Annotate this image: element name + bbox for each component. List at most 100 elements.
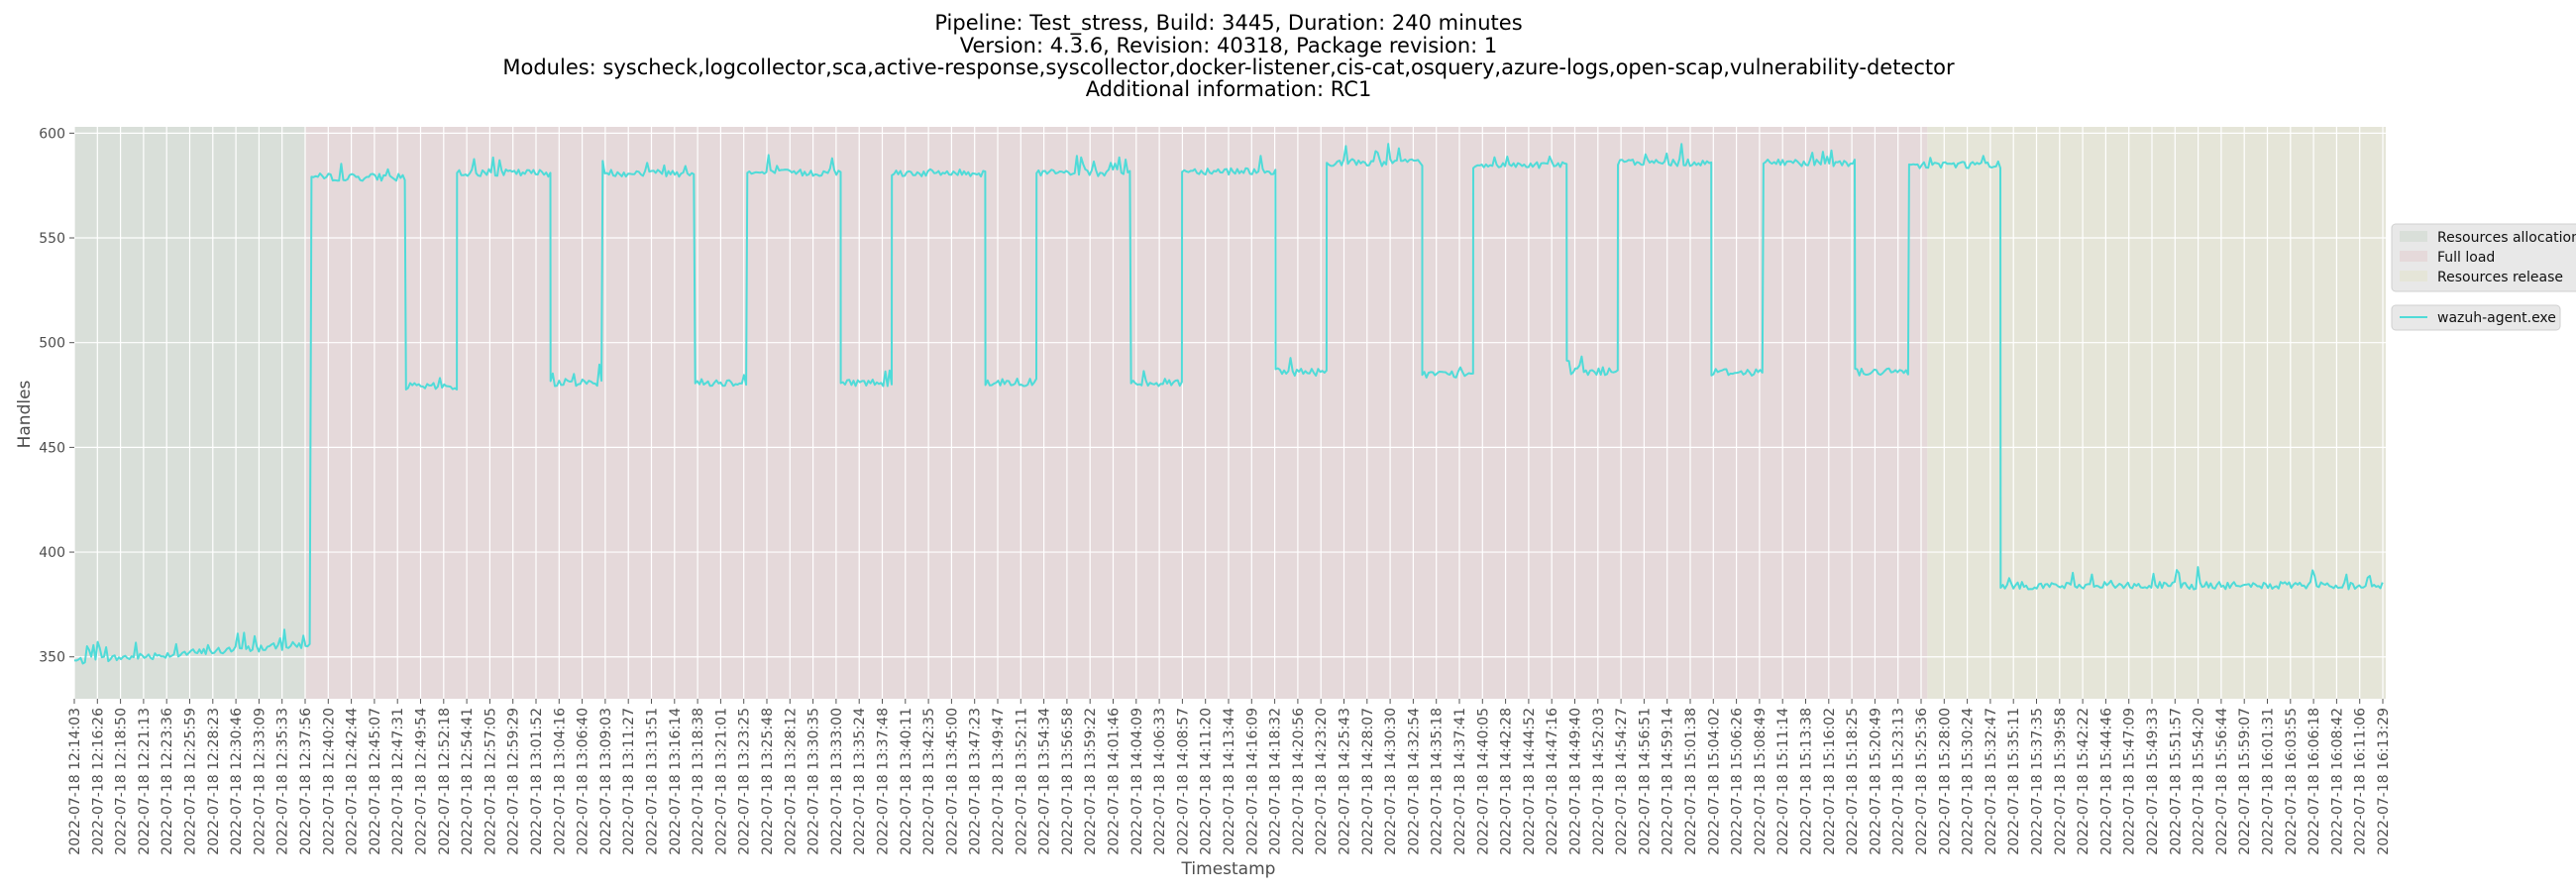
legend-label-release: Resources release	[2437, 270, 2563, 285]
x-tick-label: 2022-07-18 15:08:49	[1753, 708, 1769, 855]
x-tick-label: 2022-07-18 15:28:00	[1937, 708, 1953, 855]
title-line-1: Pipeline: Test_stress, Build: 3445, Dura…	[934, 11, 1522, 36]
x-tick-label: 2022-07-18 13:18:38	[691, 708, 706, 855]
y-tick-label: 600	[39, 126, 65, 142]
x-tick-label: 2022-07-18 14:47:16	[1545, 708, 1560, 855]
x-tick-label: 2022-07-18 13:01:52	[529, 708, 545, 855]
x-tick-label: 2022-07-18 13:09:03	[598, 708, 614, 855]
x-tick-label: 2022-07-18 13:40:11	[899, 708, 914, 855]
x-tick-label: 2022-07-18 16:08:42	[2329, 708, 2345, 855]
x-tick-label: 2022-07-18 13:35:24	[852, 708, 868, 855]
x-tick-label: 2022-07-18 13:47:23	[968, 708, 984, 855]
x-tick-label: 2022-07-18 12:57:05	[483, 708, 498, 855]
title-line-2: Version: 4.3.6, Revision: 40318, Package…	[960, 34, 1498, 57]
x-tick-label: 2022-07-18 13:11:27	[621, 708, 637, 855]
x-tick-label: 2022-07-18 15:44:46	[2098, 708, 2114, 855]
x-tick-label: 2022-07-18 14:28:07	[1360, 708, 1376, 855]
x-tick-label: 2022-07-18 14:18:32	[1268, 708, 1284, 855]
chart-title: Pipeline: Test_stress, Build: 3445, Dura…	[502, 11, 1955, 101]
x-tick-label: 2022-07-18 13:13:51	[645, 708, 661, 855]
x-tick-label: 2022-07-18 13:42:35	[921, 708, 937, 855]
x-tick-label: 2022-07-18 14:49:40	[1568, 708, 1584, 855]
x-tick-label: 2022-07-18 13:33:00	[829, 708, 845, 855]
y-tick-label: 400	[39, 545, 65, 561]
x-tick-label: 2022-07-18 14:16:09	[1244, 708, 1260, 855]
x-tick-label: 2022-07-18 13:28:12	[783, 708, 799, 855]
legend-label-full-load: Full load	[2437, 250, 2495, 266]
x-tick-label: 2022-07-18 13:56:58	[1060, 708, 1076, 855]
x-tick-label: 2022-07-18 12:37:56	[298, 708, 314, 855]
x-tick-label: 2022-07-18 14:44:52	[1522, 708, 1538, 855]
x-tick-label: 2022-07-18 13:23:25	[737, 708, 753, 855]
x-tick-label: 2022-07-18 14:13:44	[1222, 708, 1237, 855]
y-tick-label: 350	[39, 650, 65, 666]
x-tick-label: 2022-07-18 15:47:09	[2122, 708, 2138, 855]
x-tick-label: 2022-07-18 14:30:30	[1383, 708, 1399, 855]
x-tick-label: 2022-07-18 12:47:31	[390, 708, 406, 855]
x-tick-label: 2022-07-18 15:59:07	[2237, 708, 2253, 855]
x-tick-label: 2022-07-18 14:06:33	[1152, 708, 1168, 855]
x-tick-label: 2022-07-18 14:54:27	[1614, 708, 1630, 855]
x-tick-label: 2022-07-18 12:28:23	[206, 708, 222, 855]
phase-regions	[74, 127, 2386, 699]
x-tick-label: 2022-07-18 12:30:46	[229, 708, 245, 855]
x-tick-label: 2022-07-18 12:21:13	[137, 708, 153, 855]
x-tick-label: 2022-07-18 14:59:14	[1661, 708, 1676, 855]
x-tick-label: 2022-07-18 12:54:41	[460, 708, 476, 855]
x-tick-label: 2022-07-18 16:06:18	[2307, 708, 2322, 855]
x-tick-label: 2022-07-18 13:45:00	[944, 708, 960, 855]
legend-phases: Resources allocation Full load Resources…	[2391, 223, 2576, 292]
x-tick-label: 2022-07-18 14:56:51	[1637, 708, 1653, 855]
legend-swatch-full-load	[2400, 251, 2427, 262]
y-axis-label: Handles	[15, 380, 35, 448]
x-tick-label: 2022-07-18 15:37:35	[2030, 708, 2046, 855]
x-tick-label: 2022-07-18 15:16:02	[1822, 708, 1838, 855]
x-tick-label: 2022-07-18 14:35:18	[1430, 708, 1446, 855]
x-tick-label: 2022-07-18 14:08:57	[1175, 708, 1191, 855]
phase-region-full-load	[304, 127, 1928, 699]
x-tick-label: 2022-07-18 13:59:22	[1083, 708, 1099, 855]
series-layer	[73, 143, 2384, 665]
x-tick-label: 2022-07-18 14:25:43	[1338, 708, 1353, 855]
y-tick-label: 500	[39, 336, 65, 352]
x-tick-label: 2022-07-18 15:20:49	[1868, 708, 1883, 855]
x-tick-label: 2022-07-18 15:04:02	[1706, 708, 1722, 855]
x-tick-label: 2022-07-18 15:56:44	[2214, 708, 2230, 855]
x-tick-label: 2022-07-18 14:32:54	[1406, 708, 1422, 855]
phase-region-resources-release	[1927, 127, 2386, 699]
x-tick-label: 2022-07-18 13:06:40	[576, 708, 591, 855]
x-tick-label: 2022-07-18 12:16:26	[90, 708, 106, 855]
x-tick-label: 2022-07-18 15:01:38	[1683, 708, 1699, 855]
legend-swatch-release	[2400, 271, 2427, 281]
x-tick-label: 2022-07-18 15:13:38	[1799, 708, 1815, 855]
title-line-4: Additional information: RC1	[1086, 77, 1372, 101]
y-tick-label: 550	[39, 231, 65, 247]
x-tick-label: 2022-07-18 15:49:33	[2145, 708, 2161, 855]
legend-label-allocation: Resources allocation	[2437, 230, 2576, 246]
x-tick-label: 2022-07-18 15:32:47	[1984, 708, 1999, 855]
x-axis-label: Timestamp	[1181, 859, 1276, 879]
x-tick-label: 2022-07-18 15:30:24	[1961, 708, 1977, 855]
x-tick-label: 2022-07-18 13:21:01	[713, 708, 729, 855]
x-tick-label: 2022-07-18 14:37:41	[1452, 708, 1468, 855]
series-line-wazuh-agent-exe	[73, 143, 2384, 665]
x-tick-label: 2022-07-18 14:11:20	[1199, 708, 1215, 855]
legend-series: wazuh-agent.exe	[2391, 304, 2561, 331]
x-tick-label: 2022-07-18 14:42:28	[1499, 708, 1515, 855]
x-tick-label: 2022-07-18 12:49:54	[414, 708, 430, 855]
x-tick-label: 2022-07-18 12:52:18	[437, 708, 453, 855]
x-tick-label: 2022-07-18 15:11:14	[1775, 708, 1791, 855]
y-tick-label: 450	[39, 440, 65, 456]
x-tick-label: 2022-07-18 13:49:47	[991, 708, 1007, 855]
x-tick-label: 2022-07-18 13:30:35	[806, 708, 822, 855]
x-tick-label: 2022-07-18 16:01:31	[2261, 708, 2277, 855]
x-tick-label: 2022-07-18 16:03:55	[2284, 708, 2300, 855]
x-tick-label: 2022-07-18 13:25:48	[760, 708, 776, 855]
x-tick-label: 2022-07-18 15:23:13	[1891, 708, 1907, 855]
x-tick-label: 2022-07-18 15:39:58	[2053, 708, 2069, 855]
x-tick-label: 2022-07-18 15:54:20	[2192, 708, 2207, 855]
x-tick-label: 2022-07-18 13:52:11	[1014, 708, 1029, 855]
x-tick-label: 2022-07-18 15:42:22	[2076, 708, 2092, 855]
x-tick-label: 2022-07-18 12:40:20	[321, 708, 337, 855]
